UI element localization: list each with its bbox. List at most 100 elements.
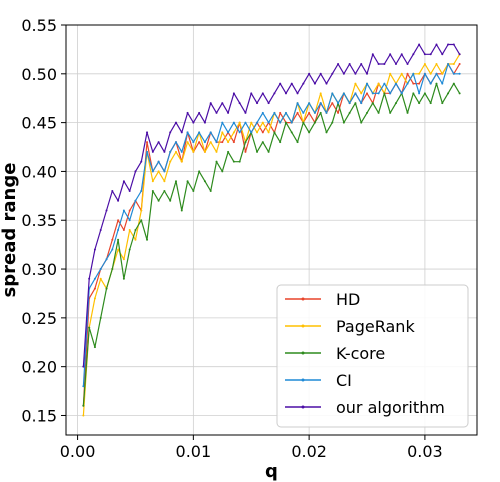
data-point bbox=[441, 82, 444, 85]
data-point bbox=[163, 150, 166, 153]
y-tick-label: 0.30 bbox=[21, 260, 57, 279]
data-point bbox=[400, 72, 403, 75]
data-point bbox=[308, 72, 311, 75]
data-point bbox=[342, 92, 345, 95]
data-point bbox=[458, 72, 461, 75]
data-point bbox=[261, 141, 264, 144]
data-point bbox=[192, 189, 195, 192]
data-point bbox=[232, 131, 235, 134]
data-point bbox=[232, 92, 235, 95]
data-point bbox=[394, 63, 397, 66]
legend-item: HD bbox=[285, 290, 360, 309]
data-point bbox=[163, 170, 166, 173]
data-point bbox=[435, 43, 438, 46]
data-point bbox=[284, 121, 287, 124]
x-tick-label: 0.02 bbox=[291, 442, 327, 461]
data-point bbox=[394, 82, 397, 85]
data-point bbox=[174, 141, 177, 144]
data-point bbox=[429, 102, 432, 105]
data-point bbox=[290, 121, 293, 124]
data-point bbox=[452, 43, 455, 46]
data-point bbox=[146, 150, 149, 153]
data-point bbox=[151, 150, 154, 153]
data-point bbox=[435, 82, 438, 85]
data-point bbox=[238, 160, 241, 163]
data-point bbox=[337, 102, 340, 105]
data-point bbox=[146, 141, 149, 144]
axis-ticks: 0.00 0.01 0.02 0.03 0.15 0.20 0.25 0.30 0.35 0.40… bbox=[21, 16, 442, 461]
data-point bbox=[198, 141, 201, 144]
data-point bbox=[429, 53, 432, 56]
data-point bbox=[447, 43, 450, 46]
data-point bbox=[227, 131, 230, 134]
data-point bbox=[192, 141, 195, 144]
data-point bbox=[117, 248, 120, 251]
data-point bbox=[331, 72, 334, 75]
data-point bbox=[250, 121, 253, 124]
data-point bbox=[117, 199, 120, 202]
data-point bbox=[111, 189, 114, 192]
data-point bbox=[238, 131, 241, 134]
data-point bbox=[452, 82, 455, 85]
data-point bbox=[215, 141, 218, 144]
data-point bbox=[261, 121, 264, 124]
x-tick-label: 0.00 bbox=[60, 442, 96, 461]
data-point bbox=[244, 111, 247, 114]
y-tick-label: 0.20 bbox=[21, 358, 57, 377]
y-tick-label: 0.35 bbox=[21, 211, 57, 230]
legend-item: our algorithm bbox=[285, 398, 445, 417]
y-tick-label: 0.15 bbox=[21, 406, 57, 425]
data-point bbox=[174, 180, 177, 183]
data-point bbox=[319, 72, 322, 75]
legend-marker bbox=[301, 324, 305, 328]
series-points-5 bbox=[82, 43, 461, 368]
data-point bbox=[151, 170, 154, 173]
data-point bbox=[429, 72, 432, 75]
data-point bbox=[169, 131, 172, 134]
data-point bbox=[412, 53, 415, 56]
data-point bbox=[296, 102, 299, 105]
data-point bbox=[244, 121, 247, 124]
data-point bbox=[146, 238, 149, 241]
data-point bbox=[406, 63, 409, 66]
data-point bbox=[99, 277, 102, 280]
data-point bbox=[423, 72, 426, 75]
data-point bbox=[331, 92, 334, 95]
data-point bbox=[227, 150, 230, 153]
y-tick-label: 0.40 bbox=[21, 162, 57, 181]
data-point bbox=[319, 111, 322, 114]
data-point bbox=[180, 150, 183, 153]
data-point bbox=[319, 92, 322, 95]
data-point bbox=[429, 82, 432, 85]
x-tick-label: 0.03 bbox=[407, 442, 443, 461]
data-point bbox=[441, 72, 444, 75]
data-point bbox=[244, 150, 247, 153]
data-point bbox=[406, 82, 409, 85]
data-point bbox=[331, 102, 334, 105]
data-point bbox=[279, 121, 282, 124]
data-point bbox=[267, 102, 270, 105]
data-point bbox=[418, 82, 421, 85]
data-point bbox=[447, 92, 450, 95]
data-point bbox=[458, 53, 461, 56]
data-point bbox=[93, 277, 96, 280]
y-tick-label: 0.45 bbox=[21, 114, 57, 133]
x-tick-label: 0.01 bbox=[176, 442, 212, 461]
data-point bbox=[435, 72, 438, 75]
data-point bbox=[418, 72, 421, 75]
data-point bbox=[128, 209, 131, 212]
data-point bbox=[452, 63, 455, 66]
y-tick-label: 0.25 bbox=[21, 309, 57, 328]
legend-label: PageRank bbox=[336, 317, 415, 336]
data-point bbox=[441, 53, 444, 56]
data-point bbox=[117, 238, 120, 241]
data-point bbox=[308, 111, 311, 114]
data-point bbox=[122, 229, 125, 231]
data-point bbox=[169, 199, 172, 202]
data-point bbox=[418, 102, 421, 105]
data-point bbox=[348, 63, 351, 66]
data-point bbox=[128, 248, 131, 251]
data-point bbox=[366, 82, 369, 85]
data-point bbox=[354, 82, 357, 85]
data-point bbox=[163, 189, 166, 192]
